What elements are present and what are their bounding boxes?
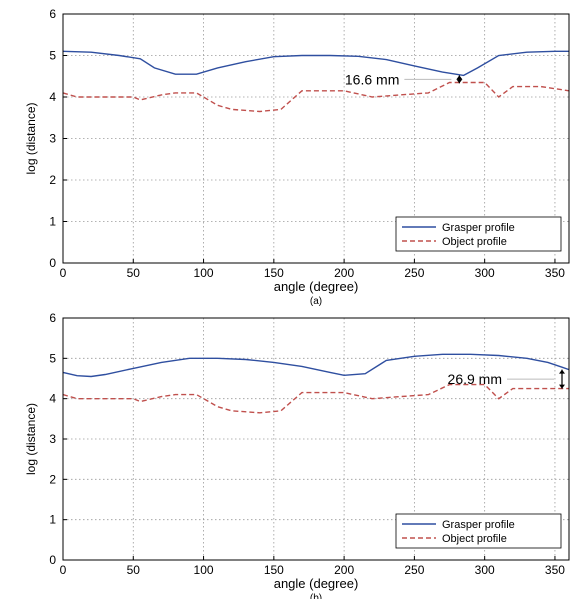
y-tick-label: 5 bbox=[49, 49, 56, 63]
legend-entry-label: Grasper profile bbox=[442, 519, 515, 531]
x-tick-label: 0 bbox=[60, 266, 67, 280]
y-tick-label: 4 bbox=[49, 392, 56, 406]
x-tick-label: 150 bbox=[264, 563, 284, 577]
y-tick-label: 0 bbox=[49, 256, 56, 270]
y-tick-label: 3 bbox=[49, 132, 56, 146]
y-tick-label: 4 bbox=[49, 90, 56, 104]
y-axis-label: log (distance) bbox=[24, 102, 38, 174]
x-axis-label: angle (degree) bbox=[274, 279, 359, 294]
legend-entry-label: Object profile bbox=[442, 236, 507, 248]
distance-arrow-down-icon bbox=[559, 384, 565, 389]
distance-annotation-label: 16.6 mm bbox=[345, 71, 399, 87]
x-tick-label: 50 bbox=[127, 266, 141, 280]
panel-caption: (b) bbox=[310, 593, 322, 599]
axes-frame bbox=[62, 317, 570, 561]
x-tick-label: 300 bbox=[475, 563, 495, 577]
legend-entry-label: Grasper profile bbox=[442, 222, 515, 234]
x-tick-label: 200 bbox=[334, 563, 354, 577]
legend-box bbox=[395, 216, 562, 252]
legend: Grasper profile Object profile bbox=[395, 513, 562, 549]
x-axis-label: angle (degree) bbox=[274, 576, 359, 591]
y-tick-label: 2 bbox=[49, 173, 56, 187]
y-tick-label: 1 bbox=[49, 215, 56, 229]
object-profile-line bbox=[62, 81, 570, 113]
grasper-profile-line bbox=[62, 353, 570, 378]
x-tick-label: 350 bbox=[545, 266, 565, 280]
panel-a: 0 50 100 150 200 250 300 350 0 1 2 3 4 5 6 16.6 mm Grasp… bbox=[24, 7, 570, 307]
grasper-profile-line bbox=[62, 50, 569, 77]
x-tick-label: 50 bbox=[127, 563, 141, 577]
panel-caption: (a) bbox=[310, 296, 322, 307]
x-tick-label: 250 bbox=[404, 563, 424, 577]
y-tick-label: 6 bbox=[49, 311, 56, 325]
axes-frame bbox=[62, 13, 570, 264]
legend-box bbox=[395, 513, 562, 549]
legend: Grasper profile Object profile bbox=[395, 216, 562, 252]
x-tick-label: 100 bbox=[194, 563, 214, 577]
legend-entry-label: Object profile bbox=[442, 533, 507, 545]
distance-arrow-down-icon bbox=[456, 79, 463, 84]
distance-arrow-up-icon bbox=[456, 75, 463, 80]
x-tick-label: 200 bbox=[334, 266, 354, 280]
x-tick-label: 150 bbox=[264, 266, 284, 280]
x-tick-label: 0 bbox=[60, 563, 67, 577]
y-tick-label: 1 bbox=[49, 513, 56, 527]
distance-arrow-up-icon bbox=[559, 369, 565, 374]
y-tick-label: 0 bbox=[49, 553, 56, 567]
y-tick-label: 3 bbox=[49, 432, 56, 446]
x-tick-label: 250 bbox=[404, 266, 424, 280]
y-tick-label: 2 bbox=[49, 472, 56, 486]
x-tick-label: 350 bbox=[545, 563, 565, 577]
distance-annotation-label: 26.9 mm bbox=[448, 371, 502, 387]
object-profile-line bbox=[62, 383, 569, 414]
y-tick-label: 5 bbox=[49, 351, 56, 365]
panel-b: 0 50 100 150 200 250 300 350 0 1 2 3 4 5 6 26.9 mm Grasp… bbox=[24, 311, 570, 599]
y-axis-label: log (distance) bbox=[24, 403, 38, 475]
x-tick-label: 300 bbox=[475, 266, 495, 280]
y-tick-label: 6 bbox=[49, 7, 56, 21]
x-tick-label: 100 bbox=[194, 266, 214, 280]
